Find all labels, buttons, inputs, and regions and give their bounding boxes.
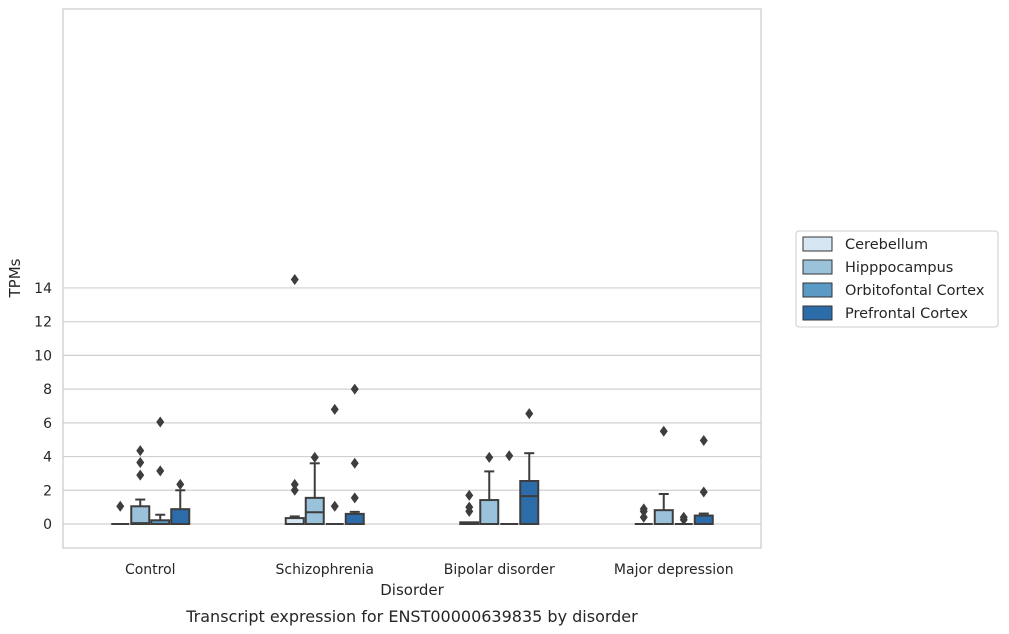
- box-body: [479, 499, 500, 526]
- legend-swatch: [802, 236, 833, 252]
- outlier-point: [485, 451, 494, 463]
- box-cerebellum: [459, 489, 480, 526]
- x-tick-label: Bipolar disorder: [444, 562, 555, 578]
- y-tick-labels: 0 2 4 6 8 10 12 14: [34, 281, 52, 533]
- box-prefrontal-cortex: [170, 478, 191, 526]
- legend-label: Prefrontal Cortex: [845, 306, 968, 322]
- y-tick-label: 14: [34, 281, 52, 297]
- box-hipppocampus: [304, 451, 325, 526]
- outlier-point: [330, 500, 339, 512]
- outlier-point: [350, 457, 359, 469]
- x-tick-label: Major depression: [614, 562, 734, 578]
- outlier-point: [136, 456, 145, 468]
- box-orbitofontal-cortex: [325, 403, 344, 525]
- legend-swatch: [802, 259, 833, 275]
- y-tick-label: 0: [43, 517, 52, 533]
- outlier-point: [505, 450, 514, 462]
- y-tick-label: 6: [43, 416, 52, 432]
- legend-label: Orbitofontal Cortex: [845, 283, 985, 299]
- legend-swatch: [802, 305, 833, 321]
- box-hipppocampus: [653, 425, 674, 526]
- box-cerebellum: [284, 274, 305, 525]
- box-body: [693, 514, 714, 526]
- box-hipppocampus: [130, 445, 151, 525]
- box-orbitofontal-cortex: [150, 416, 171, 525]
- y-tick-label: 10: [34, 348, 52, 364]
- outlier-point: [116, 500, 125, 512]
- box-orbitofontal-cortex: [674, 511, 693, 526]
- outlier-point: [310, 451, 319, 463]
- box-cerebellum: [111, 500, 130, 525]
- box-hipppocampus: [479, 451, 500, 526]
- outlier-point: [699, 435, 708, 447]
- box-body: [130, 505, 151, 525]
- outlier-point: [465, 501, 474, 513]
- box-body: [170, 508, 191, 526]
- outlier-point: [156, 465, 165, 477]
- x-tick-label: Schizophrenia: [276, 562, 374, 578]
- box-prefrontal-cortex: [344, 383, 365, 525]
- outlier-point: [290, 478, 299, 490]
- outlier-point: [465, 489, 474, 501]
- outlier-point: [290, 484, 299, 496]
- outlier-point: [525, 408, 534, 420]
- outlier-point: [136, 445, 145, 457]
- y-tick-label: 2: [43, 483, 52, 499]
- plot-area-frame: [62, 8, 762, 549]
- y-tick-label: 12: [34, 315, 52, 331]
- outlier-point: [290, 274, 299, 286]
- box-body: [344, 512, 365, 525]
- legend-label: Cerebellum: [845, 237, 928, 253]
- outlier-point: [176, 478, 185, 490]
- outlier-point: [330, 403, 339, 415]
- box-body: [653, 509, 674, 526]
- gridlines: [63, 287, 761, 525]
- box-plots: [111, 274, 714, 526]
- x-tick-label: Control: [125, 562, 176, 578]
- box-prefrontal-cortex: [519, 408, 540, 525]
- legend: Cerebellum Hipppocampus Orbitofontal Corte…: [795, 230, 999, 328]
- box-body: [519, 480, 540, 525]
- box-orbitofontal-cortex: [500, 450, 519, 525]
- legend-swatch: [802, 282, 833, 298]
- outlier-point: [350, 492, 359, 504]
- box-body: [304, 496, 325, 526]
- x-tick-labels: Control Schizophrenia Bipolar disorder Majo…: [125, 562, 734, 578]
- chart-caption: Transcript expression for ENST0000063983…: [185, 607, 638, 626]
- outlier-point: [699, 486, 708, 498]
- outlier-point: [350, 383, 359, 395]
- x-axis-label: Disorder: [380, 581, 444, 599]
- outlier-point: [639, 511, 648, 523]
- outlier-point: [639, 503, 648, 515]
- legend-frame: [795, 230, 999, 328]
- legend-label: Hipppocampus: [845, 260, 953, 276]
- box-cerebellum: [634, 503, 653, 525]
- outlier-point: [679, 511, 688, 523]
- box-prefrontal-cortex: [693, 435, 714, 526]
- outlier-point: [156, 416, 165, 428]
- outlier-point: [659, 425, 668, 437]
- y-tick-label: 8: [43, 382, 52, 398]
- outlier-point: [136, 469, 145, 481]
- y-tick-label: 4: [43, 450, 52, 466]
- y-axis-label: TPMs: [6, 258, 24, 298]
